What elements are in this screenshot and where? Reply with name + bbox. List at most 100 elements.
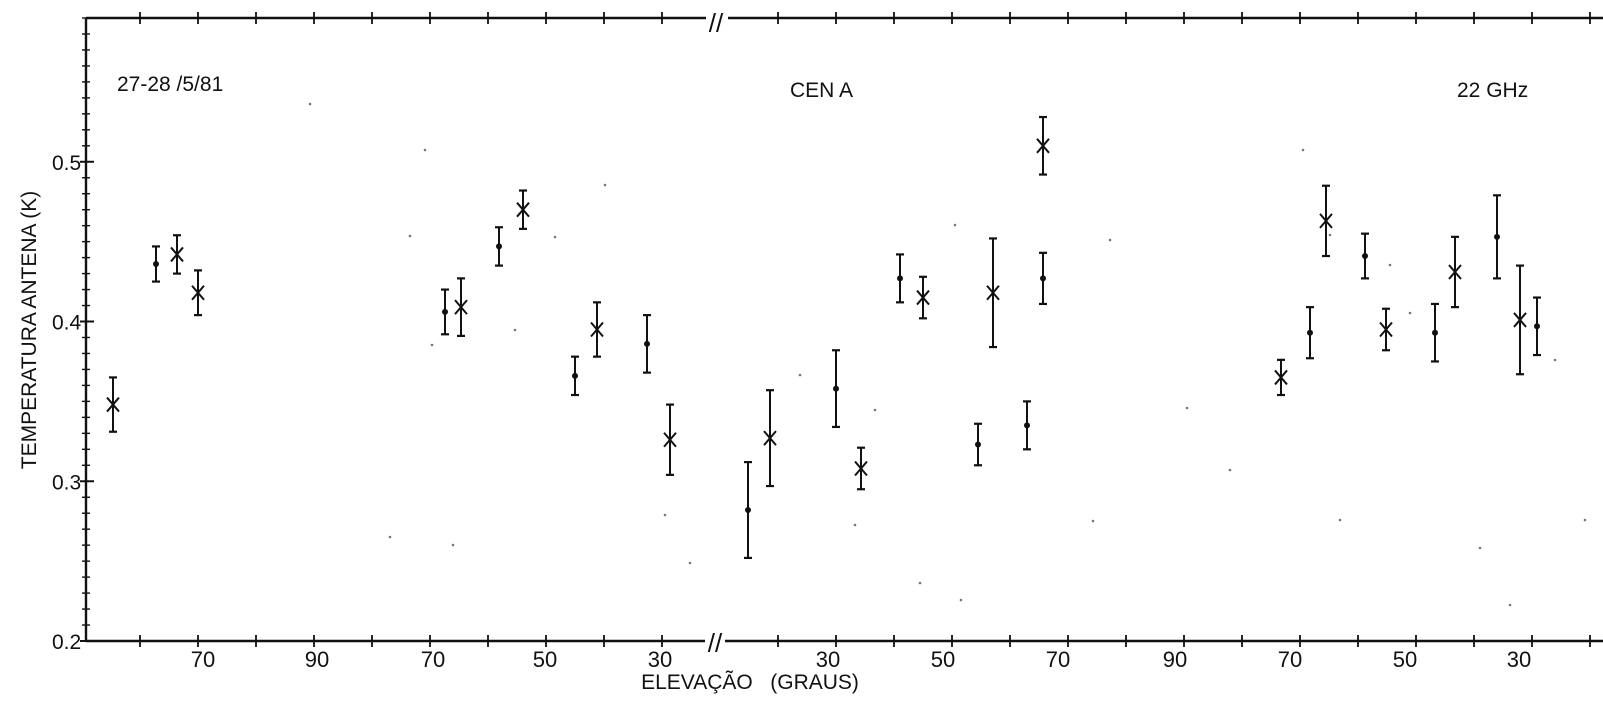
data-point <box>106 376 120 433</box>
cross-marker <box>1448 264 1462 280</box>
data-point <box>1039 251 1047 306</box>
data-point <box>441 288 449 336</box>
top-axis-break: // <box>709 8 724 38</box>
cross-marker <box>516 202 530 218</box>
y-tick-label: 0.5 <box>52 152 81 175</box>
data-point <box>454 277 468 337</box>
data-point <box>763 389 777 488</box>
cross-marker <box>663 432 677 448</box>
dot-marker <box>745 507 751 514</box>
cross-marker <box>1513 312 1527 328</box>
data-point <box>1274 358 1288 397</box>
dot-marker <box>153 261 159 268</box>
data-point <box>1319 184 1333 258</box>
y-axis-label: TEMPERATURA ANTENA (K) <box>18 191 41 470</box>
data-point <box>170 234 184 275</box>
x-tick-label: 70 <box>421 647 445 672</box>
x-tick-label: 90 <box>1163 647 1187 672</box>
speck <box>603 183 607 187</box>
speck <box>663 513 667 517</box>
speck <box>1553 358 1557 362</box>
speck <box>1091 519 1095 523</box>
data-point <box>516 189 530 230</box>
background-specks <box>308 102 1587 607</box>
cross-marker <box>454 299 468 315</box>
data-point <box>1306 306 1314 360</box>
cross-marker <box>191 285 205 301</box>
data-point <box>152 245 160 283</box>
cross-marker <box>170 246 184 263</box>
x-tick-label: 30 <box>816 647 840 672</box>
speck <box>1301 148 1305 152</box>
data-point <box>1533 296 1541 357</box>
speck <box>1228 468 1232 472</box>
data-point <box>1036 115 1050 176</box>
cross-marker <box>763 430 777 446</box>
speck <box>451 543 455 547</box>
data-point <box>191 269 205 317</box>
speck <box>953 223 957 227</box>
speck <box>918 581 922 585</box>
data-point <box>1361 232 1369 280</box>
speck <box>1328 233 1332 237</box>
x-tick-label: 50 <box>931 647 955 672</box>
speck <box>1508 603 1512 607</box>
frequency-label: 22 GHz <box>1457 79 1528 102</box>
speck <box>798 373 802 377</box>
bottom-axis-break: // <box>708 628 723 658</box>
x-tick-label: 50 <box>1393 647 1417 672</box>
x-tick-label: 70 <box>191 647 215 672</box>
dot-marker <box>1432 329 1438 336</box>
dot-marker <box>1307 329 1313 336</box>
y-tick-label: 0.4 <box>52 312 82 335</box>
speck <box>1408 311 1412 315</box>
speck <box>308 102 312 106</box>
data-point <box>744 460 752 560</box>
speck <box>1338 518 1342 522</box>
dot-marker <box>1040 275 1046 282</box>
x-tick-label: 70 <box>1278 647 1302 672</box>
data-point <box>495 226 503 267</box>
cross-marker <box>106 396 120 413</box>
dot-marker <box>644 340 650 347</box>
y-tick-label: 0.3 <box>52 471 81 494</box>
cross-marker <box>590 321 604 338</box>
data-point <box>974 422 982 467</box>
y-axis-ticks: 0.2 0.3 0.4 0.5 <box>52 17 94 654</box>
speck <box>1478 546 1482 550</box>
speck <box>408 234 412 238</box>
cross-marker <box>916 289 930 306</box>
dot-marker <box>1494 233 1500 240</box>
x-axis-label: ELEVAÇÃO (GRAUS) <box>641 670 859 694</box>
cross-marker <box>1274 369 1288 386</box>
speck <box>688 561 692 565</box>
x-tick-label: 50 <box>533 647 557 672</box>
speck <box>1388 263 1392 267</box>
speck <box>873 408 877 412</box>
data-point <box>1493 194 1501 280</box>
dot-marker <box>572 372 578 379</box>
data-point <box>1448 235 1462 309</box>
speck <box>513 328 517 332</box>
x-tick-label: 70 <box>1046 647 1070 672</box>
axis-break-marks: // // <box>708 8 724 658</box>
data-point <box>986 237 1000 349</box>
data-point <box>643 314 651 374</box>
dot-marker <box>1362 253 1368 260</box>
data-point <box>896 253 904 304</box>
data-point <box>1513 264 1527 376</box>
x-axis-ticks: 70 90 70 50 30 30 50 70 90 70 50 30 <box>139 12 1591 672</box>
data-point <box>916 275 930 320</box>
speck <box>853 523 857 527</box>
dot-marker <box>975 441 981 448</box>
cross-marker <box>854 460 868 477</box>
dot-marker <box>1024 422 1030 429</box>
y-tick-label: 0.2 <box>52 631 81 654</box>
cross-marker <box>1379 321 1393 338</box>
data-point <box>1023 400 1031 451</box>
cross-marker <box>986 285 1000 301</box>
data-point <box>832 349 840 429</box>
x-tick-label: 90 <box>305 647 329 672</box>
speck <box>553 235 557 239</box>
cross-marker <box>1319 213 1333 229</box>
